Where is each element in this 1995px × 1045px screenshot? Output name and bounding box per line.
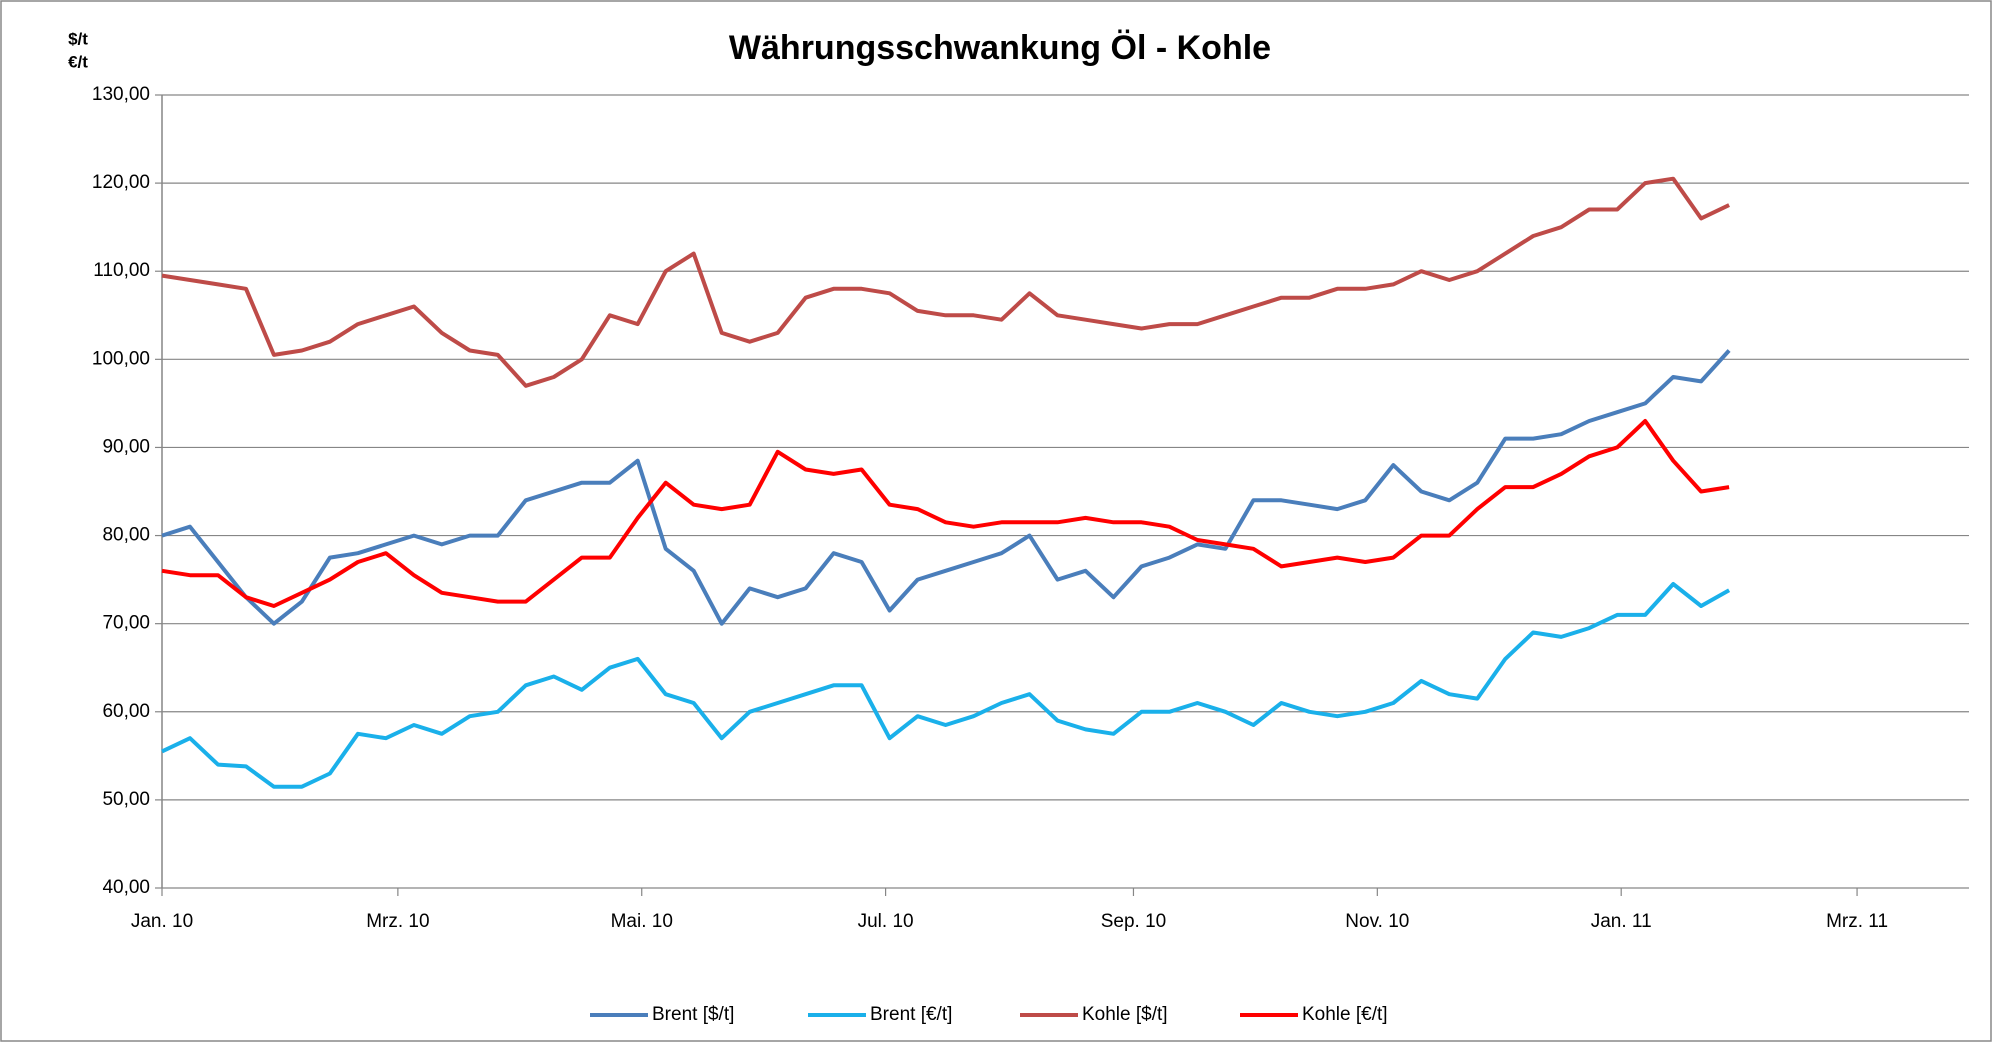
series-line: [161, 176, 1730, 388]
x-tick-label: Jul. 10: [858, 911, 914, 932]
y-tick-label: 120,00: [92, 172, 150, 193]
y-tick-label: 80,00: [102, 525, 150, 546]
x-tick-label: Mrz. 10: [366, 911, 429, 932]
y-tick-label: 100,00: [92, 348, 150, 369]
y-tick-label: 130,00: [92, 84, 150, 105]
x-tick-label: Mrz. 11: [1826, 911, 1888, 932]
legend-label: Kohle [$/t]: [1082, 1004, 1168, 1025]
legend-label: Kohle [€/t]: [1302, 1004, 1388, 1025]
y-tick-label: 50,00: [102, 789, 150, 810]
y-unit: €/t: [68, 52, 88, 71]
legend-label: Brent [€/t]: [870, 1004, 952, 1025]
chart-title: Währungsschwankung Öl - Kohle: [729, 29, 1271, 67]
series-line: [161, 582, 1731, 789]
y-tick-label: 60,00: [102, 701, 150, 722]
y-tick-label: 70,00: [102, 613, 150, 634]
x-tick-label: Nov. 10: [1345, 911, 1409, 932]
y-tick-label: 90,00: [102, 436, 150, 457]
y-unit: $/t: [68, 29, 88, 48]
y-tick-label: 40,00: [102, 877, 150, 898]
x-tick-label: Mai. 10: [611, 911, 673, 932]
x-tick-label: Jan. 10: [131, 911, 193, 932]
series-line: [161, 419, 1730, 608]
series-line: [161, 349, 1731, 626]
y-tick-label: 110,00: [93, 260, 150, 281]
x-tick-label: Sep. 10: [1101, 911, 1167, 932]
legend-label: Brent [$/t]: [652, 1004, 734, 1025]
x-tick-label: Jan. 11: [1591, 911, 1652, 932]
